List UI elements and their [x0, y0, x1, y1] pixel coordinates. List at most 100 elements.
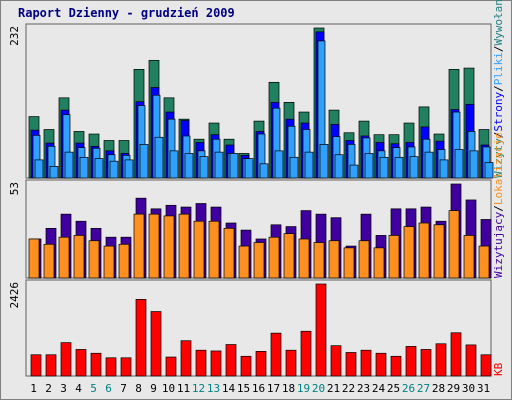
bar-kb-s0-day10 — [165, 356, 177, 377]
bar-visitors-s1-day19 — [298, 238, 310, 279]
day-label-24: 24 — [372, 382, 386, 395]
bar-kb-s0-day18 — [285, 349, 297, 377]
bar-visitors-s1-day28 — [433, 224, 445, 279]
bar-hits-s3-day16 — [259, 163, 269, 179]
bar-visitors-s1-day14 — [223, 227, 235, 279]
day-label-18: 18 — [282, 382, 295, 395]
bar-visitors-s1-day9 — [148, 213, 160, 279]
bar-hits-s3-day5 — [94, 158, 104, 179]
bar-kb-s0-day17 — [270, 332, 282, 377]
day-label-25: 25 — [387, 382, 400, 395]
bar-visitors-s1-day24 — [373, 247, 385, 279]
bar-visitors-s1-day2 — [43, 243, 55, 279]
bar-hits-s3-day18 — [289, 156, 299, 179]
bar-visitors-s1-day22 — [343, 247, 355, 279]
day-label-17: 17 — [267, 382, 280, 395]
bar-visitors-s1-day4 — [73, 235, 85, 279]
bar-hits-s3-day22 — [349, 164, 359, 179]
day-label-20: 20 — [312, 382, 325, 395]
bar-visitors-s1-day26 — [403, 226, 415, 279]
bar-hits-s3-day4 — [79, 156, 89, 179]
bar-hits-s3-day29 — [454, 149, 464, 179]
bar-kb-s0-day15 — [240, 355, 252, 377]
bar-visitors-s1-day31 — [478, 245, 490, 279]
bar-visitors-s1-day15 — [238, 245, 250, 279]
bar-visitors-s1-day3 — [58, 236, 70, 279]
bar-hits-s3-day27 — [424, 151, 434, 179]
bar-hits-s3-day1 — [34, 159, 44, 179]
legend-part-hits-4: Pliki — [492, 52, 505, 85]
day-label-27: 27 — [417, 382, 430, 395]
day-label-8: 8 — [135, 382, 142, 395]
legend-part-hits-2: Strony — [492, 92, 505, 132]
bar-hits-s3-day23 — [364, 153, 374, 179]
day-label-1: 1 — [30, 382, 37, 395]
bar-kb-s0-day19 — [300, 330, 312, 377]
bar-visitors-s1-day23 — [358, 240, 370, 279]
bar-visitors-s1-day29 — [448, 210, 460, 279]
day-label-22: 22 — [342, 382, 355, 395]
bar-hits-s3-day6 — [109, 160, 119, 179]
day-label-12: 12 — [192, 382, 205, 395]
bar-visitors-s1-day17 — [268, 236, 280, 279]
bar-kb-s0-day1 — [30, 354, 42, 377]
bar-visitors-s1-day10 — [163, 215, 175, 279]
bar-visitors-s1-day13 — [208, 220, 220, 279]
legend-part-visitors-1: / — [492, 205, 505, 212]
bar-kb-s0-day7 — [120, 357, 132, 377]
bar-hits-s3-day24 — [379, 156, 389, 179]
bar-kb-s0-day26 — [405, 346, 417, 377]
day-label-30: 30 — [462, 382, 475, 395]
bar-hits-s3-day2 — [49, 166, 59, 179]
bar-visitors-s1-day25 — [388, 235, 400, 279]
day-label-7: 7 — [120, 382, 127, 395]
day-label-21: 21 — [327, 382, 340, 395]
day-label-14: 14 — [222, 382, 236, 395]
day-label-16: 16 — [252, 382, 265, 395]
ymax-label-kb: 2426 — [8, 282, 21, 309]
bar-kb-s0-day11 — [180, 340, 192, 377]
day-label-13: 13 — [207, 382, 220, 395]
bar-kb-s0-day4 — [75, 349, 87, 377]
bar-visitors-s1-day12 — [193, 220, 205, 279]
bar-kb-s0-day20 — [315, 283, 327, 377]
bar-hits-s3-day26 — [409, 156, 419, 179]
bar-kb-s0-day16 — [255, 351, 267, 377]
bar-hits-s3-day14 — [229, 153, 239, 179]
bar-hits-s3-day30 — [469, 150, 479, 179]
day-label-2: 2 — [45, 382, 52, 395]
bar-hits-s3-day25 — [394, 156, 404, 179]
bar-hits-s3-day17 — [274, 150, 284, 179]
day-label-10: 10 — [162, 382, 175, 395]
bar-visitors-s1-day20 — [313, 242, 325, 279]
legend-part-hits-1: / — [492, 132, 505, 139]
day-label-6: 6 — [105, 382, 112, 395]
day-label-29: 29 — [447, 382, 460, 395]
bar-visitors-s1-day18 — [283, 233, 295, 279]
side-legend-kb: KB — [492, 362, 505, 376]
bar-kb-s0-day30 — [465, 344, 477, 377]
bar-visitors-s1-day16 — [253, 242, 265, 279]
bar-kb-s0-day24 — [375, 352, 387, 377]
bar-kb-s0-day22 — [345, 352, 357, 377]
legend-part-kb-0: KB — [492, 362, 505, 376]
bar-kb-s0-day29 — [450, 332, 462, 377]
bar-visitors-s1-day5 — [88, 240, 100, 279]
bar-visitors-s1-day7 — [118, 243, 130, 279]
bar-visitors-s1-day21 — [328, 240, 340, 279]
bar-kb-s0-day13 — [210, 350, 222, 377]
bar-kb-s0-day5 — [90, 352, 102, 377]
bar-visitors-s1-day1 — [28, 238, 40, 279]
ymax-label-hits: 232 — [8, 26, 21, 46]
bar-kb-s0-day27 — [420, 349, 432, 377]
legend-part-visitors-0: Wizytujący — [492, 211, 505, 278]
bar-kb-s0-day3 — [60, 342, 72, 377]
day-label-28: 28 — [432, 382, 445, 395]
bar-kb-s0-day28 — [435, 343, 447, 377]
bar-visitors-s1-day27 — [418, 222, 430, 279]
bar-kb-s0-day12 — [195, 349, 207, 377]
bar-hits-s3-day7 — [124, 159, 134, 179]
bar-kb-s0-day23 — [360, 349, 372, 377]
day-label-26: 26 — [402, 382, 415, 395]
